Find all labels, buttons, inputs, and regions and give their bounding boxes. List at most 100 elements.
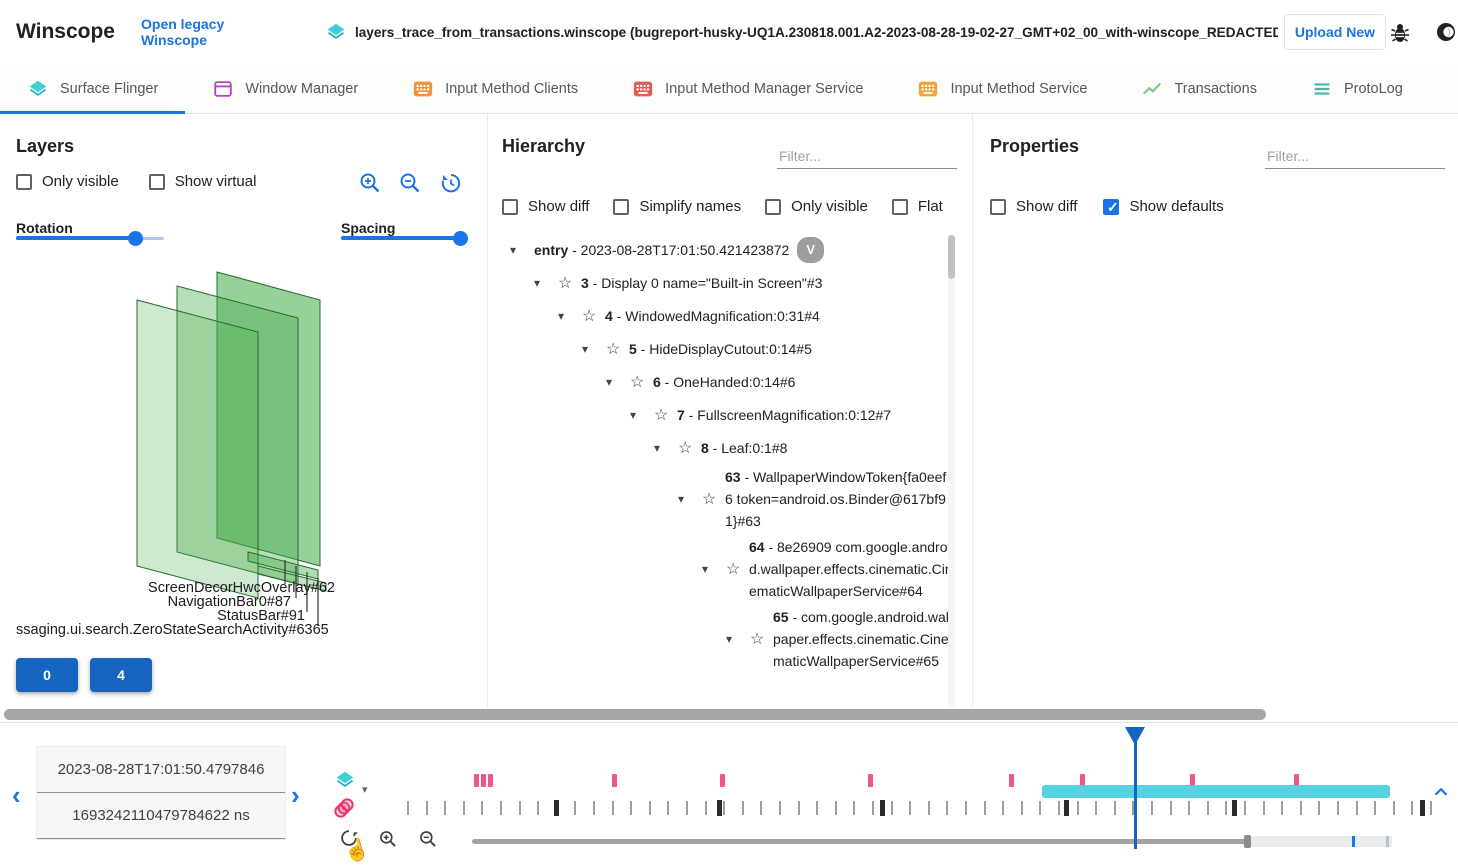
- properties-show-diff-checkbox[interactable]: Show diff: [990, 198, 1077, 215]
- hierarchy-scrollbar[interactable]: [948, 235, 955, 707]
- show-virtual-checkbox[interactable]: Show virtual: [148, 173, 256, 190]
- timeline-cursor-line[interactable]: [1134, 729, 1137, 849]
- transitions-trace-icon[interactable]: [331, 795, 357, 821]
- zoom-in-icon[interactable]: [358, 171, 382, 195]
- timeline-zoom-handle[interactable]: [1244, 835, 1251, 848]
- pin-star-icon[interactable]: ☆: [750, 631, 765, 648]
- reset-view-history-icon[interactable]: [438, 171, 462, 195]
- hierarchy-filter-input[interactable]: [777, 144, 957, 169]
- tree-node-label[interactable]: 64 - 8e26909 com.google.android.wallpape…: [749, 539, 953, 599]
- collapse-timeline-chevron-icon[interactable]: [1430, 781, 1452, 803]
- refresh-icon[interactable]: [338, 827, 360, 849]
- transition-marker[interactable]: [474, 774, 479, 787]
- expand-caret-icon[interactable]: ▾: [582, 341, 589, 356]
- tab-input-method-service[interactable]: Input Method Service: [890, 64, 1114, 113]
- pin-star-icon[interactable]: ☆: [654, 406, 669, 424]
- layers-3d-view[interactable]: [0, 240, 487, 660]
- tree-node-65[interactable]: ▾ ☆ 65 - com.google.android.wallpaper.effe…: [502, 604, 954, 674]
- tree-node-3[interactable]: ▾ ☆ 3 - Display 0 name="Built-in Screen"#3: [502, 266, 954, 299]
- transition-marker[interactable]: [1009, 774, 1014, 787]
- checkbox-box[interactable]: [891, 198, 908, 215]
- expand-caret-icon[interactable]: ▾: [558, 308, 565, 323]
- tab-transactions[interactable]: Transactions: [1114, 64, 1283, 113]
- rotation-slider-thumb[interactable]: [128, 231, 143, 246]
- timeline-zoom-rest[interactable]: [1246, 836, 1392, 847]
- checkbox-box[interactable]: [990, 198, 1006, 215]
- expand-caret-icon[interactable]: ▾: [678, 492, 685, 506]
- next-entry-chevron-icon[interactable]: ›: [291, 780, 300, 810]
- tree-node-entry[interactable]: ▾ entry - 2023-08-28T17:01:50.421423872 V: [502, 233, 954, 266]
- prev-entry-chevron-icon[interactable]: ‹: [12, 780, 21, 810]
- dark-mode-toggle-icon[interactable]: [1434, 20, 1458, 44]
- transition-marker[interactable]: [1294, 774, 1299, 787]
- timeline-zoom-track[interactable]: [472, 839, 1246, 844]
- transition-marker[interactable]: [488, 774, 493, 787]
- tab-window-manager[interactable]: Window Manager: [185, 64, 385, 113]
- pin-star-icon[interactable]: ☆: [726, 561, 741, 578]
- tree-node-label[interactable]: 6 - OneHanded:0:14#6: [653, 373, 796, 390]
- checkbox-box[interactable]: [148, 173, 165, 190]
- tree-node-label[interactable]: 3 - Display 0 name="Built-in Screen"#3: [581, 274, 823, 291]
- expand-caret-icon[interactable]: ▾: [630, 407, 637, 422]
- hierarchy-only-visible-checkbox[interactable]: Only visible: [765, 198, 868, 215]
- expand-caret-icon[interactable]: ▾: [726, 632, 733, 646]
- tab-protolog[interactable]: ProtoLog: [1284, 64, 1430, 113]
- checkbox-box[interactable]: [502, 198, 518, 215]
- timeline-zoom-in-icon[interactable]: [378, 829, 398, 849]
- checkbox-box[interactable]: [613, 198, 630, 215]
- horizontal-scrollbar[interactable]: [4, 709, 1266, 720]
- transition-marker[interactable]: [868, 774, 873, 787]
- pin-star-icon[interactable]: ☆: [582, 307, 597, 325]
- transition-marker[interactable]: [1080, 774, 1085, 787]
- tree-node-label[interactable]: 7 - FullscreenMagnification:0:12#7: [677, 406, 892, 423]
- flat-checkbox[interactable]: Flat: [891, 198, 943, 215]
- show-defaults-checkbox[interactable]: Show defaults: [1103, 198, 1224, 216]
- timestamp-ns-input[interactable]: 1693242110479784622 ns: [37, 793, 285, 839]
- expand-caret-icon[interactable]: ▾: [606, 374, 613, 389]
- tab-input-method-clients[interactable]: Input Method Clients: [385, 64, 605, 113]
- surface-flinger-trace-icon[interactable]: [334, 769, 356, 791]
- tree-node-label[interactable]: 63 - WallpaperWindowToken{fa0eef6 token=…: [725, 469, 947, 529]
- zoom-out-icon[interactable]: [398, 171, 422, 195]
- spacing-slider-thumb[interactable]: [453, 231, 468, 246]
- tree-node-5[interactable]: ▾ ☆ 5 - HideDisplayCutout:0:14#5: [502, 332, 954, 365]
- transition-marker[interactable]: [612, 774, 617, 787]
- transition-marker[interactable]: [720, 774, 725, 787]
- transition-marker[interactable]: [1190, 774, 1195, 787]
- sf-trace-range-bar[interactable]: [1042, 785, 1390, 798]
- show-diff-checkbox[interactable]: Show diff: [502, 198, 589, 215]
- timeline-zoom-out-icon[interactable]: [418, 829, 438, 849]
- timestamp-human-input[interactable]: 2023-08-28T17:01:50.4797846: [37, 747, 285, 793]
- rotation-slider[interactable]: [16, 231, 164, 246]
- tree-node-7[interactable]: ▾ ☆ 7 - FullscreenMagnification:0:12#7: [502, 398, 954, 431]
- tree-node-63[interactable]: ▾ ☆ 63 - WallpaperWindowToken{fa0eef6 toke…: [502, 464, 954, 534]
- properties-filter-input[interactable]: [1265, 144, 1445, 169]
- simplify-names-checkbox[interactable]: Simplify names: [613, 198, 741, 215]
- tab-tra[interactable]: Tra: [1430, 64, 1458, 113]
- expand-caret-icon[interactable]: ▾: [534, 275, 541, 290]
- pin-star-icon[interactable]: ☆: [678, 439, 693, 457]
- pin-star-icon[interactable]: ☆: [702, 491, 717, 508]
- layer-index-button-0[interactable]: 0: [16, 658, 78, 692]
- tree-node-label[interactable]: entry - 2023-08-28T17:01:50.421423872 V: [534, 236, 824, 263]
- tree-node-6[interactable]: ▾ ☆ 6 - OneHanded:0:14#6: [502, 365, 954, 398]
- tree-node-8[interactable]: ▾ ☆ 8 - Leaf:0:1#8: [502, 431, 954, 464]
- tree-node-label[interactable]: 8 - Leaf:0:1#8: [701, 439, 788, 456]
- checkbox-box[interactable]: [765, 198, 782, 215]
- tree-node-64[interactable]: ▾ ☆ 64 - 8e26909 com.google.android.wallpa…: [502, 534, 954, 604]
- layer-index-button-4[interactable]: 4: [90, 658, 152, 692]
- pin-star-icon[interactable]: ☆: [558, 274, 573, 292]
- bug-report-icon[interactable]: [1388, 20, 1412, 44]
- expand-caret-icon[interactable]: ▾: [654, 440, 661, 455]
- tree-node-label[interactable]: 5 - HideDisplayCutout:0:14#5: [629, 340, 812, 357]
- checkbox-box[interactable]: [16, 173, 32, 190]
- expand-caret-icon[interactable]: ▾: [510, 242, 517, 257]
- transition-marker[interactable]: [481, 774, 486, 787]
- spacing-slider[interactable]: [341, 231, 468, 246]
- checkbox-box[interactable]: [1103, 198, 1120, 216]
- tree-node-label[interactable]: 4 - WindowedMagnification:0:31#4: [605, 307, 820, 324]
- upload-new-button[interactable]: Upload New: [1283, 14, 1386, 50]
- only-visible-checkbox[interactable]: Only visible: [16, 173, 119, 190]
- tab-surface-flinger[interactable]: Surface Flinger: [0, 64, 186, 114]
- trace-dropdown-caret-icon[interactable]: ▾: [362, 784, 368, 796]
